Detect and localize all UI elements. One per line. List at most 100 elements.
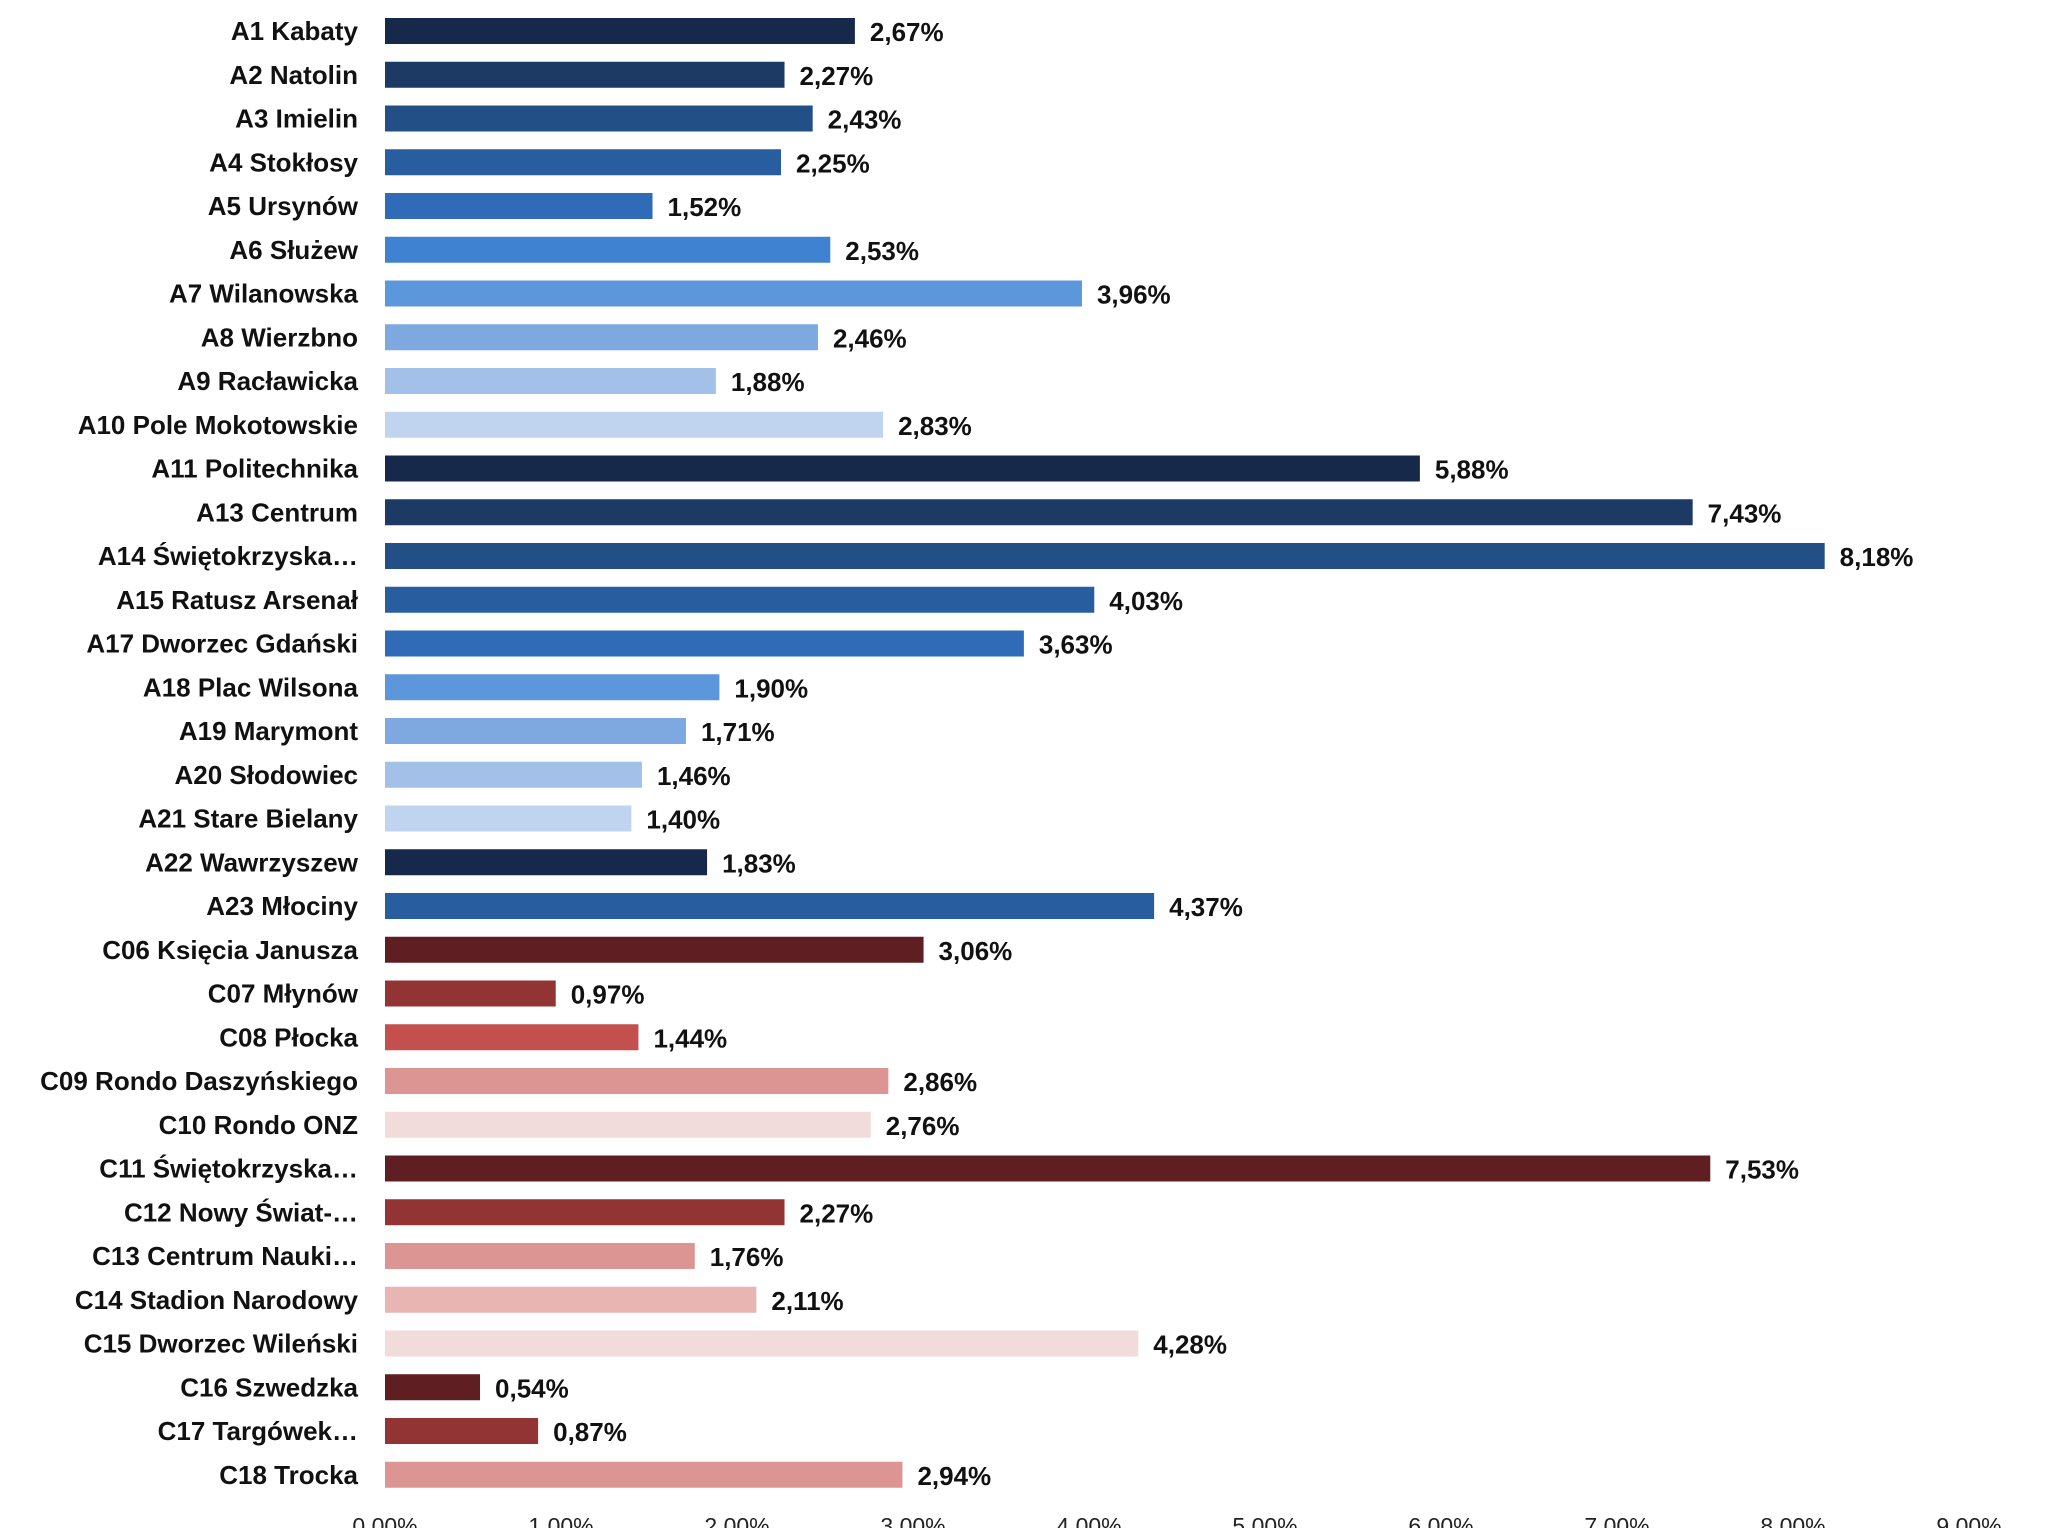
bar [385, 1068, 889, 1094]
bar [385, 280, 1082, 307]
x-tick-label: 7,00% [1584, 1513, 1649, 1528]
data-label: 7,43% [1708, 498, 1782, 528]
category-labels-group: A1 Kabaty A2 Natolin A3 Imielin A4 Stokłosy… [40, 16, 359, 1490]
bar [385, 1024, 639, 1051]
data-label: 2,46% [833, 323, 907, 353]
data-label: 0,97% [571, 980, 645, 1010]
category-label: A19 Marymont [179, 716, 358, 746]
data-label: 4,28% [1153, 1330, 1227, 1360]
data-label: 2,67% [870, 17, 944, 47]
category-label: A4 Stokłosy [209, 147, 358, 177]
category-label: A3 Imielin [235, 104, 358, 134]
category-label: A18 Plac Wilsona [143, 672, 359, 702]
bar [385, 1330, 1139, 1357]
bar [385, 499, 1693, 526]
data-label: 2,27% [800, 1198, 874, 1228]
data-label: 1,52% [668, 192, 742, 222]
x-tick-label: 0,00% [352, 1513, 417, 1528]
data-label: 4,03% [1109, 586, 1183, 616]
bar [385, 368, 716, 394]
data-label: 2,86% [903, 1067, 977, 1097]
bar [385, 936, 924, 963]
category-label: C16 Szwedzka [180, 1372, 358, 1402]
category-label: C17 Targówek… [158, 1416, 358, 1446]
bar [385, 630, 1024, 657]
x-tick-label: 6,00% [1408, 1513, 1473, 1528]
bar [385, 324, 818, 351]
data-label: 2,43% [828, 105, 902, 135]
x-tick-label: 9,00% [1936, 1513, 2001, 1528]
data-label: 1,40% [646, 805, 720, 835]
value-labels-group: 2,67% 2,27% 2,43% 2,25% 1,52% 2,53% 3,96% 2,46%… [495, 17, 1913, 1491]
bar [385, 1199, 785, 1226]
x-axis-ticks-group: 0,00% 1,00% 2,00% 3,00% 4,00% 5,00% 6,00% 7,00%… [352, 1513, 2001, 1528]
bar [385, 455, 1420, 482]
data-label: 2,11% [771, 1286, 843, 1316]
bar [385, 1374, 481, 1401]
data-label: 3,63% [1039, 630, 1113, 660]
data-label: 1,46% [657, 761, 731, 791]
category-label: C08 Płocka [219, 1022, 358, 1052]
data-label: 0,87% [553, 1417, 627, 1447]
data-label: 1,90% [734, 673, 808, 703]
category-label: A15 Ratusz Arsenał [116, 585, 359, 615]
x-tick-label: 3,00% [880, 1513, 945, 1528]
bar [385, 761, 642, 788]
data-label: 7,53% [1725, 1155, 1799, 1185]
x-tick-label: 2,00% [704, 1513, 769, 1528]
data-label: 2,94% [917, 1461, 991, 1491]
bar [385, 849, 708, 876]
category-label: C15 Dworzec Wileński [84, 1329, 358, 1359]
category-label: C13 Centrum Nauki… [92, 1241, 358, 1271]
x-tick-label: 8,00% [1760, 1513, 1825, 1528]
bar [385, 236, 831, 263]
data-label: 5,88% [1435, 455, 1509, 485]
bar [385, 61, 785, 88]
category-label: A5 Ursynów [208, 191, 359, 221]
bar [385, 193, 653, 219]
category-label: A2 Natolin [229, 60, 358, 90]
bar [385, 1155, 1711, 1182]
data-label: 4,37% [1169, 892, 1243, 922]
bars-group [385, 18, 1825, 1488]
category-label: A10 Pole Mokotowskie [78, 410, 358, 440]
bar [385, 1111, 871, 1138]
bar [385, 1286, 757, 1313]
bar [385, 18, 855, 44]
category-label: A13 Centrum [196, 497, 358, 527]
data-label: 2,76% [886, 1111, 960, 1141]
category-label: A23 Młociny [206, 891, 358, 921]
data-label: 3,06% [939, 936, 1013, 966]
category-label: C11 Świętokrzyska… [99, 1154, 358, 1184]
category-label: C12 Nowy Świat-… [124, 1197, 358, 1227]
category-label: A14 Świętokrzyska… [98, 541, 358, 571]
bar [385, 1243, 695, 1269]
bar [385, 586, 1095, 613]
data-label: 2,27% [800, 61, 874, 91]
category-label: A8 Wierzbno [201, 322, 358, 352]
category-label: A17 Dworzec Gdański [86, 629, 358, 659]
bar [385, 543, 1825, 569]
x-tick-label: 5,00% [1232, 1513, 1297, 1528]
bar [385, 805, 632, 832]
data-label: 1,76% [710, 1242, 784, 1272]
data-label: 1,83% [722, 848, 796, 878]
bar [385, 893, 1155, 919]
category-label: A20 Słodowiec [175, 760, 359, 790]
category-label: A9 Racławicka [177, 366, 358, 396]
category-label: A22 Wawrzyszew [145, 847, 359, 877]
x-tick-label: 1,00% [528, 1513, 593, 1528]
category-label: A6 Służew [229, 235, 358, 265]
bar [385, 718, 686, 744]
data-label: 8,18% [1840, 542, 1914, 572]
category-label: C07 Młynów [208, 979, 359, 1009]
bar [385, 105, 813, 132]
category-label: C06 Księcia Janusza [102, 935, 358, 965]
bar [385, 980, 556, 1007]
category-label: C09 Rondo Daszyńskiego [40, 1066, 358, 1096]
bar [385, 149, 781, 176]
data-label: 1,71% [701, 717, 775, 747]
bar [385, 1461, 903, 1488]
